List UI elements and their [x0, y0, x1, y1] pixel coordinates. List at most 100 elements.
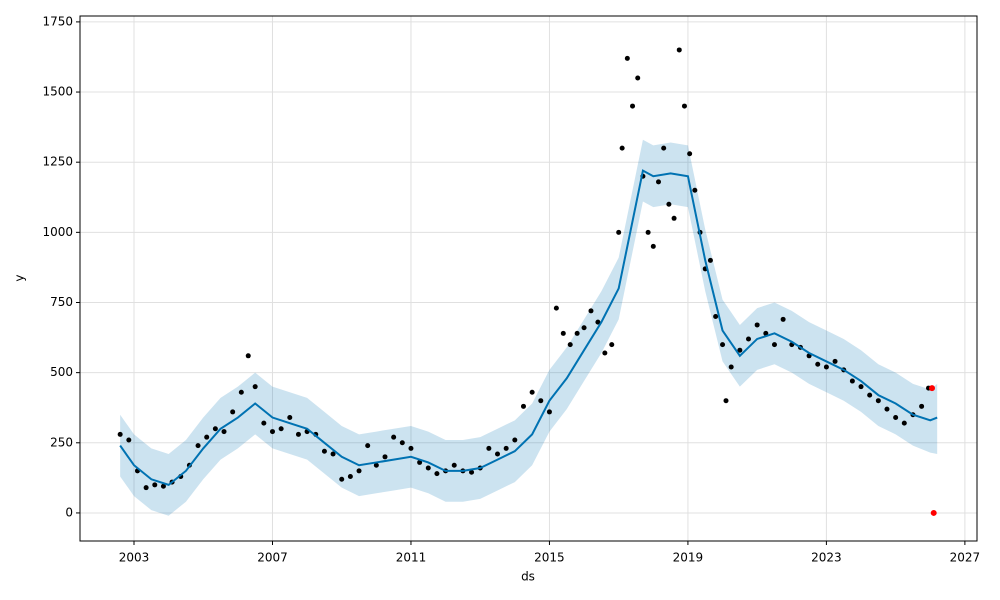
observed-point [212, 426, 218, 432]
observed-point [373, 462, 379, 468]
uncertainty-band [120, 139, 938, 516]
observed-point [763, 330, 769, 336]
observed-point [595, 319, 601, 325]
x-tick-label: 2019 [673, 551, 704, 565]
observed-point [602, 350, 608, 356]
observed-point [875, 398, 881, 404]
observed-point [417, 459, 423, 465]
observed-point [609, 342, 615, 348]
observed-point [780, 316, 786, 322]
observed-point [737, 347, 743, 353]
observed-point [681, 103, 687, 109]
observed-point [728, 364, 734, 370]
observed-point [616, 229, 622, 235]
observed-point [619, 145, 625, 151]
observed-point [160, 483, 166, 489]
y-tick-label: 1500 [42, 85, 73, 99]
observed-point [867, 392, 873, 398]
observed-point [635, 75, 641, 81]
observed-point [434, 471, 440, 477]
y-tick-label: 250 [50, 435, 73, 449]
observed-point [707, 257, 713, 263]
observed-point [278, 426, 284, 432]
observed-point [245, 353, 251, 359]
x-tick-label: 2003 [119, 551, 150, 565]
y-tick-label: 500 [50, 365, 73, 379]
observed-point [746, 336, 752, 342]
observed-point [391, 434, 397, 440]
observed-point [486, 445, 492, 451]
observed-point [339, 476, 345, 482]
observed-point [221, 429, 227, 435]
observed-point [588, 308, 594, 314]
y-tick-label: 1750 [42, 14, 73, 28]
observed-point [687, 151, 693, 157]
observed-point [624, 55, 630, 61]
observed-point [469, 469, 475, 475]
observed-point [347, 473, 353, 479]
observed-point [126, 437, 132, 443]
observed-point [365, 443, 371, 449]
observed-point [399, 440, 405, 446]
observed-point [252, 384, 258, 390]
x-tick-label: 2011 [396, 551, 427, 565]
observed-point [503, 445, 509, 451]
observed-point [512, 437, 518, 443]
observed-point [425, 465, 431, 471]
observed-point [713, 314, 719, 320]
observed-point [321, 448, 327, 454]
forecast-line [119, 169, 938, 486]
observed-point [676, 47, 682, 53]
observed-point [823, 364, 829, 370]
observed-point [655, 179, 661, 185]
observed-point [560, 330, 566, 336]
observed-point [832, 358, 838, 364]
observed-point [581, 325, 587, 331]
y-tick-label: 750 [50, 295, 73, 309]
observed-point [567, 342, 573, 348]
observed-point [771, 342, 777, 348]
highlighted-point [930, 509, 937, 516]
observed-point [295, 431, 301, 437]
observed-point [143, 485, 149, 491]
x-axis-label: ds [521, 570, 535, 584]
observed-point [546, 409, 552, 415]
observed-point [692, 187, 698, 193]
observed-point [356, 468, 362, 474]
observed-point [204, 434, 210, 440]
observed-point [408, 445, 414, 451]
observed-point [661, 145, 667, 151]
observed-point [919, 403, 925, 409]
observed-point [901, 420, 907, 426]
observed-point [723, 398, 729, 404]
observed-point [666, 201, 672, 207]
observed-point [330, 451, 336, 457]
x-tick-label: 2015 [534, 551, 565, 565]
observed-point [650, 243, 656, 249]
observed-point [858, 384, 864, 390]
plot-frame [79, 15, 978, 542]
observed-point [520, 403, 526, 409]
observed-point [849, 378, 855, 384]
observed-point [195, 443, 201, 449]
observed-point [382, 454, 388, 460]
x-tick-label: 2027 [950, 551, 981, 565]
observed-point [529, 389, 535, 395]
observed-point [230, 409, 236, 415]
highlighted-point [928, 385, 935, 392]
observed-point [269, 429, 275, 435]
observed-point [261, 420, 267, 426]
x-tick-label: 2023 [811, 551, 842, 565]
observed-point [884, 406, 890, 412]
observed-point [630, 103, 636, 109]
observed-point [893, 415, 899, 421]
observed-point [495, 451, 501, 457]
observed-point [815, 361, 821, 367]
y-tick-label: 1250 [42, 155, 73, 169]
y-axis-label: y [13, 274, 27, 281]
observed-point [287, 415, 293, 421]
observed-point [451, 462, 457, 468]
y-tick-label: 0 [65, 505, 73, 519]
observed-point [720, 342, 726, 348]
observed-point [553, 305, 559, 311]
